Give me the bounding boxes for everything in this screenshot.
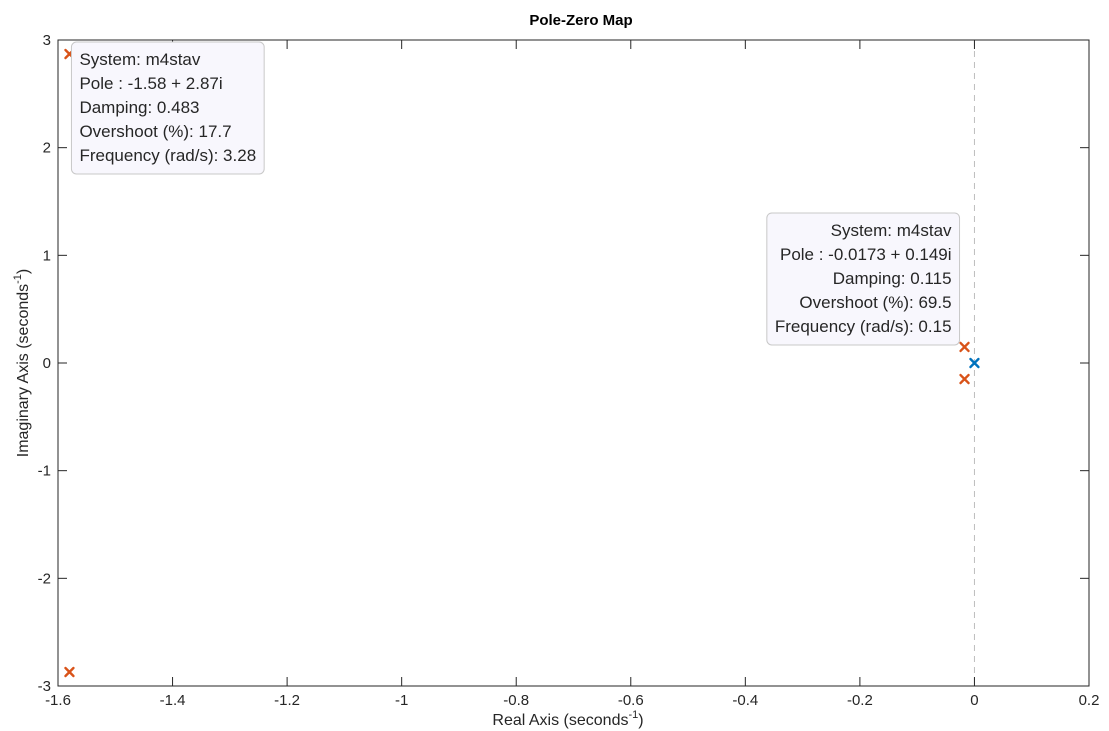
- y-tick-label: -3: [38, 678, 51, 695]
- x-tick-label: 0.2: [1079, 692, 1100, 709]
- datatip-line: Damping: 0.115: [833, 269, 952, 288]
- datatip-line: System: m4stav: [79, 50, 200, 69]
- x-tick-label: 0: [970, 692, 978, 709]
- datatip-line: Frequency (rad/s): 0.15: [775, 317, 952, 336]
- pole-marker-stroke: [969, 357, 980, 369]
- datatip[interactable]: System: m4stav Pole : -1.58 + 2.87i Dampin…: [70, 41, 265, 175]
- x-tick-label: -0.8: [503, 692, 529, 709]
- y-tick-label: 0: [43, 355, 51, 372]
- pole-marker[interactable]: [959, 373, 970, 385]
- datatip-line: Frequency (rad/s): 3.28: [79, 146, 256, 165]
- y-tick-label: 3: [43, 32, 51, 49]
- y-tick-label: 2: [43, 140, 51, 157]
- datatip[interactable]: System: m4stav Pole : -0.0173 + 0.149i Dam…: [766, 212, 961, 346]
- y-axis-label-text: Imaginary Axis (seconds: [15, 284, 32, 457]
- chart-title: Pole-Zero Map: [529, 12, 632, 29]
- pole-marker-stroke: [959, 341, 970, 353]
- x-tick-label: -1: [395, 692, 408, 709]
- datatip-line: System: m4stav: [831, 221, 952, 240]
- x-tick-label: -1.2: [274, 692, 300, 709]
- datatip-box: [70, 41, 265, 175]
- x-axis-label-text: Real Axis (seconds: [492, 712, 628, 729]
- y-tick-label: 1: [43, 247, 51, 264]
- y-axis-label: Imaginary Axis (seconds-1): [12, 269, 32, 458]
- x-tick-label: -0.4: [732, 692, 758, 709]
- x-axis-label-close: ): [638, 712, 643, 729]
- datatip-box: [766, 212, 961, 346]
- x-tick-label: -1.4: [160, 692, 186, 709]
- pole-marker[interactable]: [64, 666, 75, 678]
- y-tick-label: -1: [38, 463, 51, 480]
- x-axis-label-exponent: -1: [628, 709, 638, 721]
- datatip-line: Pole : -1.58 + 2.87i: [79, 74, 222, 93]
- pole-marker[interactable]: [959, 341, 970, 353]
- datatip-line: Damping: 0.483: [79, 98, 199, 117]
- x-tick-label: -1.6: [45, 692, 71, 709]
- pole-marker[interactable]: [969, 357, 980, 369]
- y-axis-label-close: ): [15, 269, 32, 274]
- y-axis-label-exponent: -1: [12, 274, 24, 284]
- y-tick-label: -2: [38, 570, 51, 587]
- x-tick-label: -0.2: [847, 692, 873, 709]
- datatip-line: Overshoot (%): 69.5: [799, 293, 951, 312]
- pole-marker-stroke: [64, 666, 75, 678]
- datatip-line: Pole : -0.0173 + 0.149i: [780, 245, 952, 264]
- datatip-line: Overshoot (%): 17.7: [79, 122, 231, 141]
- x-tick-label: -0.6: [618, 692, 644, 709]
- x-axis-label: Real Axis (seconds-1): [492, 709, 643, 729]
- pole-marker-stroke: [959, 373, 970, 385]
